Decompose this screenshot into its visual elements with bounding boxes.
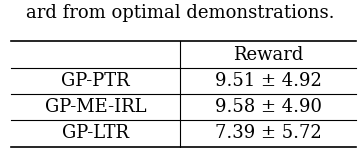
Text: GP-ME-IRL: GP-ME-IRL bbox=[45, 98, 146, 116]
Text: 9.58 ± 4.90: 9.58 ± 4.90 bbox=[215, 98, 322, 116]
Text: GP-PTR: GP-PTR bbox=[61, 72, 130, 90]
Text: ard from optimal demonstrations.: ard from optimal demonstrations. bbox=[26, 4, 334, 22]
Text: 9.51 ± 4.92: 9.51 ± 4.92 bbox=[215, 72, 321, 90]
Text: Reward: Reward bbox=[233, 46, 303, 64]
Text: GP-LTR: GP-LTR bbox=[62, 124, 129, 142]
Text: 7.39 ± 5.72: 7.39 ± 5.72 bbox=[215, 124, 321, 142]
